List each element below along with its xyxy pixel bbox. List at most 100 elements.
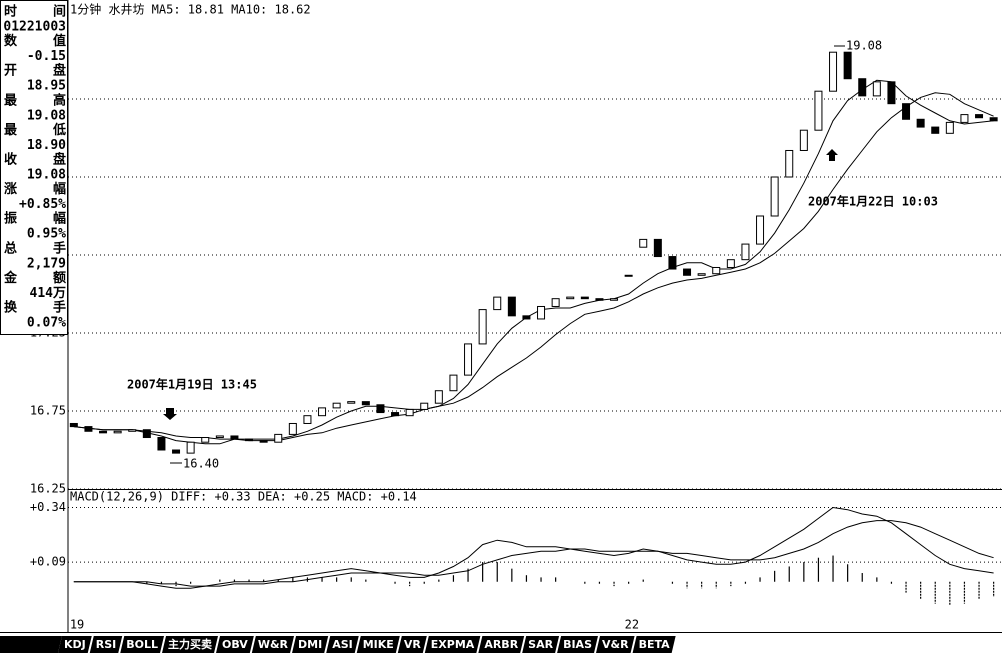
tab-label[interactable]: BIAS <box>563 638 592 651</box>
candle <box>814 90 823 131</box>
y-tick-label: +0.09 <box>30 555 66 569</box>
candle <box>69 422 78 428</box>
tab-bar: KDJ RSI BOLL 主力买卖 OBV W&R DMI ASI MIKE VR EXPMA ARB… <box>0 636 676 653</box>
candle <box>683 268 692 276</box>
info-label: 盘 <box>53 152 66 168</box>
tab[interactable]: RSI <box>89 636 123 653</box>
info-label: 总 <box>4 240 17 256</box>
tab[interactable]: V&R <box>596 636 635 653</box>
tab-shape[interactable] <box>424 636 481 653</box>
tab-shape[interactable] <box>557 636 598 653</box>
tab[interactable]: W&R <box>251 636 295 653</box>
candle <box>507 296 516 317</box>
info-label: 高 <box>53 92 66 108</box>
tab[interactable]: MIKE <box>356 636 400 653</box>
tab[interactable]: SAR <box>522 636 560 653</box>
candle <box>989 117 998 122</box>
candle <box>376 404 385 414</box>
candle <box>142 429 151 439</box>
tab-start <box>0 636 62 653</box>
ma-line <box>73 92 994 442</box>
tab-label[interactable]: BOLL <box>126 638 158 651</box>
candle <box>858 78 867 97</box>
info-value: 414万 <box>30 286 66 301</box>
candle <box>288 422 297 435</box>
diff-line <box>73 506 994 589</box>
tab-label[interactable]: W&R <box>258 638 289 651</box>
chart-title: 1分钟 水井坊 MA5: 18.81 MA10: 18.62 <box>70 2 311 17</box>
tab-shape[interactable] <box>251 636 295 653</box>
tab-shape[interactable] <box>356 636 400 653</box>
tab-label[interactable]: ASI <box>332 638 353 651</box>
candle <box>741 243 750 261</box>
tab-label[interactable]: DMI <box>298 638 322 651</box>
tab-shape[interactable] <box>522 636 560 653</box>
tab[interactable]: BETA <box>632 636 676 653</box>
arrow-down <box>163 408 177 420</box>
y-tick-label: +0.34 <box>30 500 66 514</box>
tab-label[interactable]: V&R <box>602 638 629 651</box>
candle <box>537 305 546 320</box>
tab-shape[interactable] <box>58 636 92 653</box>
plot: 19 22 <box>69 51 998 632</box>
info-value: 0.07% <box>27 316 66 331</box>
candle <box>201 437 210 443</box>
arrow-up <box>826 149 838 161</box>
info-label: 收 <box>4 152 18 168</box>
candle <box>726 259 735 268</box>
tab-label[interactable]: ARBR <box>484 638 518 651</box>
tab-shape[interactable] <box>162 636 219 653</box>
candle <box>420 402 429 410</box>
tab-shape[interactable] <box>89 636 123 653</box>
tab-label[interactable]: BETA <box>639 638 671 651</box>
tab[interactable]: VR <box>397 636 427 653</box>
tab[interactable]: 主力买卖 <box>162 636 219 653</box>
info-value: 18.95 <box>27 79 66 94</box>
tab-label[interactable]: SAR <box>528 638 553 651</box>
candle <box>464 343 473 376</box>
tab[interactable]: KDJ <box>58 636 92 653</box>
info-value: 19.08 <box>27 108 66 123</box>
annotation: 16.40 <box>183 457 219 471</box>
tab[interactable]: BOLL <box>120 636 165 653</box>
tab-shape[interactable] <box>120 636 165 653</box>
tab-shape[interactable] <box>292 636 329 653</box>
tab-shape[interactable] <box>478 636 525 653</box>
tab-label[interactable]: RSI <box>96 638 117 651</box>
tab[interactable]: OBV <box>216 636 254 653</box>
tab-label[interactable]: 主力买卖 <box>168 637 212 651</box>
tab-label[interactable]: EXPMA <box>431 638 475 651</box>
x-tick-label: 22 <box>625 618 639 632</box>
tab-shape[interactable] <box>397 636 427 653</box>
tab-label[interactable]: VR <box>404 638 422 651</box>
tab[interactable]: BIAS <box>557 636 598 653</box>
candle <box>245 438 254 442</box>
tab[interactable]: ARBR <box>478 636 525 653</box>
candle <box>113 430 122 434</box>
info-label: 最 <box>4 123 18 138</box>
tab-shape[interactable] <box>216 636 254 653</box>
annotation: 19.08 <box>846 39 882 53</box>
candle <box>405 408 414 417</box>
info-value: 01221003 <box>3 20 66 35</box>
candle <box>230 435 239 440</box>
tab-label[interactable]: OBV <box>222 638 248 651</box>
tab[interactable]: DMI <box>292 636 329 653</box>
candle <box>84 426 93 432</box>
candle <box>624 274 633 277</box>
tab-shape[interactable] <box>326 636 359 653</box>
candle <box>303 415 312 424</box>
info-label: 手 <box>53 240 66 256</box>
tab-label[interactable]: MIKE <box>363 638 394 651</box>
candle <box>756 215 765 245</box>
tab-label[interactable]: KDJ <box>64 638 86 651</box>
candle <box>347 401 356 404</box>
info-value: 19.08 <box>27 168 66 183</box>
candle <box>843 51 852 80</box>
tab-shape[interactable] <box>596 636 635 653</box>
tab-shape[interactable] <box>632 636 676 653</box>
candle <box>960 114 969 123</box>
tab[interactable]: ASI <box>326 636 359 653</box>
candle <box>595 298 604 301</box>
tab[interactable]: EXPMA <box>424 636 481 653</box>
